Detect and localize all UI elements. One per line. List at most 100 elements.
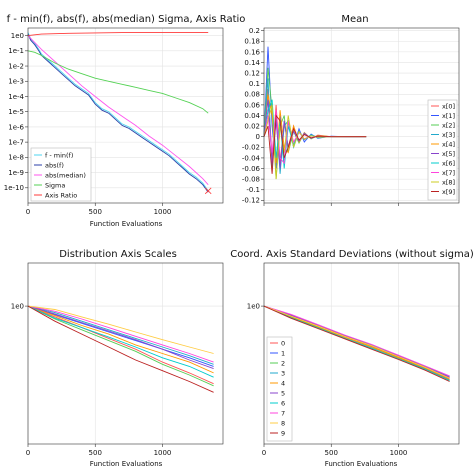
series-line-axis-ratio — [27, 32, 209, 37]
legend-label: Axis Ratio — [45, 191, 77, 199]
y-tick-label: 1e0 — [11, 32, 24, 40]
y-tick-label: 1e-4 — [8, 93, 24, 101]
legend-label: x[3] — [442, 131, 455, 139]
x-ticks: 0 500 1000 — [262, 444, 408, 457]
y-tick-label: -0.08 — [242, 176, 260, 184]
legend-label: Sigma — [45, 181, 65, 189]
legend-label: x[5] — [442, 150, 455, 158]
series-group — [27, 32, 212, 195]
y-ticks: 1e0 1e-1 1e-2 1e-3 1e-4 1e-5 1e-6 1e-7 1e-8 1e-9 1… — [4, 32, 28, 192]
series-group — [263, 46, 367, 180]
panel-coord-axis-std: Coord. Axis Standard Deviations (without… — [230, 249, 474, 468]
axes-frame — [27, 262, 224, 445]
legend-label: 0 — [281, 339, 285, 347]
legend-label: x[0] — [442, 102, 455, 110]
y-tick-label: 1e-3 — [8, 78, 24, 86]
y-tick-label: -0.1 — [246, 186, 260, 194]
y-tick-label: 1e-10 — [4, 184, 24, 192]
series-line-s3 — [27, 305, 214, 365]
x-tick-label: 1000 — [154, 208, 172, 216]
series-line-s9 — [27, 305, 214, 393]
x-ticks — [263, 203, 399, 206]
legend-label: x[7] — [442, 169, 455, 177]
legend: x[0] x[1]x[2] x[3]x[4] x[5]x[6] x[7]x[8] x[9] — [427, 99, 458, 201]
y-tick-label: 0.08 — [244, 91, 260, 99]
panel-title: Coord. Axis Standard Deviations (without… — [230, 249, 474, 260]
y-tick-label: 0.16 — [244, 48, 260, 56]
panel-title: Mean — [341, 14, 368, 25]
y-tick-label: 1e-1 — [8, 47, 24, 55]
y-tick-label: 0.18 — [244, 38, 260, 46]
y-ticks: 0.2 0.18 0.16 0.14 0.12 0.1 0.08 0.06 0.04 0.02 0 -… — [242, 27, 264, 205]
y-tick-label: 0.06 — [244, 101, 260, 109]
legend-label: 7 — [281, 409, 285, 417]
series-line-s2 — [27, 305, 214, 387]
legend-label: x[1] — [442, 112, 455, 120]
y-tick-label: 1e0 — [247, 302, 260, 310]
legend-label: 9 — [281, 429, 285, 437]
series-line-8 — [263, 305, 450, 379]
x-tick-label: 0 — [26, 208, 30, 216]
legend-label: 1 — [281, 349, 285, 357]
y-tick-label: -0.04 — [242, 154, 261, 162]
series-line-sigma — [27, 50, 209, 114]
x-tick-label: 0 — [262, 449, 266, 457]
y-tick-label: 1e-7 — [8, 139, 24, 147]
series-line-7 — [263, 305, 450, 377]
x-axis-label: Function Evaluations — [90, 460, 163, 468]
series-line-s7 — [27, 305, 214, 363]
x-ticks: 0 500 1000 — [26, 444, 172, 457]
panel-distribution-axis-scales: Distribution Axis Scales 1e0 0 500 1000 Fu… — [11, 249, 224, 468]
legend-label: x[2] — [442, 121, 455, 129]
legend-label: 3 — [281, 369, 285, 377]
legend: 0 1 2 3 4 5 6 7 8 9 — [266, 336, 293, 442]
series-line-s4 — [27, 305, 214, 374]
series-line-9 — [263, 305, 450, 382]
series-line-x-9- — [263, 114, 367, 174]
legend-label: 5 — [281, 389, 285, 397]
axes-frame — [263, 262, 460, 445]
legend-label: 6 — [281, 399, 285, 407]
legend-label: 8 — [281, 419, 285, 427]
series-group — [27, 305, 214, 393]
y-tick-label: 1e-9 — [8, 169, 24, 177]
y-tick-label: 1e-5 — [8, 108, 24, 116]
y-tick-label: -0.06 — [242, 165, 261, 173]
y-tick-label: 0.04 — [244, 112, 260, 120]
legend-label: x[6] — [442, 159, 455, 167]
legend-label: abs(median) — [45, 171, 86, 179]
series-line-s8 — [27, 305, 214, 354]
x-tick-label: 1000 — [390, 449, 408, 457]
y-tick-label: 0.2 — [249, 27, 260, 35]
panel-f-min: f - min(f), abs(f), abs(median) Sigma, A… — [4, 14, 246, 228]
x-axis-label: Function Evaluations — [325, 460, 398, 468]
series-group — [263, 305, 450, 382]
panel-mean: Mean 0.2 0.18 0.16 0.14 0.12 0.1 0.08 0.06 0.04 0… — [242, 14, 460, 206]
y-tick-label: 0.1 — [249, 80, 260, 88]
y-tick-label: 0.12 — [244, 69, 260, 77]
series-line-s5 — [27, 305, 214, 370]
y-tick-label: -0.12 — [242, 197, 260, 205]
x-tick-label: 500 — [325, 449, 338, 457]
legend-label: abs(f) — [45, 161, 64, 169]
series-line-abs-median- — [27, 35, 209, 186]
y-ticks: 1e0 — [11, 302, 28, 310]
end-marker — [204, 187, 212, 195]
x-tick-label: 500 — [89, 449, 102, 457]
legend-label: x[4] — [442, 140, 455, 148]
legend-label: f - min(f) — [45, 151, 73, 159]
y-tick-label: 0.14 — [244, 59, 260, 67]
x-ticks: 0 500 1000 — [26, 203, 172, 216]
y-tick-label: 0.02 — [244, 123, 260, 131]
panel-title: f - min(f), abs(f), abs(median) Sigma, A… — [7, 14, 246, 25]
x-axis-label: Function Evaluations — [90, 220, 163, 228]
legend-label: x[8] — [442, 178, 455, 186]
axes-frame — [27, 27, 224, 204]
series-line-6 — [263, 305, 450, 382]
y-tick-label: 1e-2 — [8, 62, 24, 70]
series-line-s0 — [27, 305, 214, 385]
x-tick-label: 1000 — [154, 449, 172, 457]
y-tick-label: 1e-6 — [8, 123, 24, 131]
legend: f - min(f) abs(f) abs(median) Sigma Axis Rat… — [30, 147, 92, 202]
